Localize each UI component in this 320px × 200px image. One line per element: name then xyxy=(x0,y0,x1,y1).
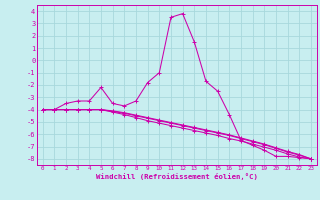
X-axis label: Windchill (Refroidissement éolien,°C): Windchill (Refroidissement éolien,°C) xyxy=(96,173,258,180)
